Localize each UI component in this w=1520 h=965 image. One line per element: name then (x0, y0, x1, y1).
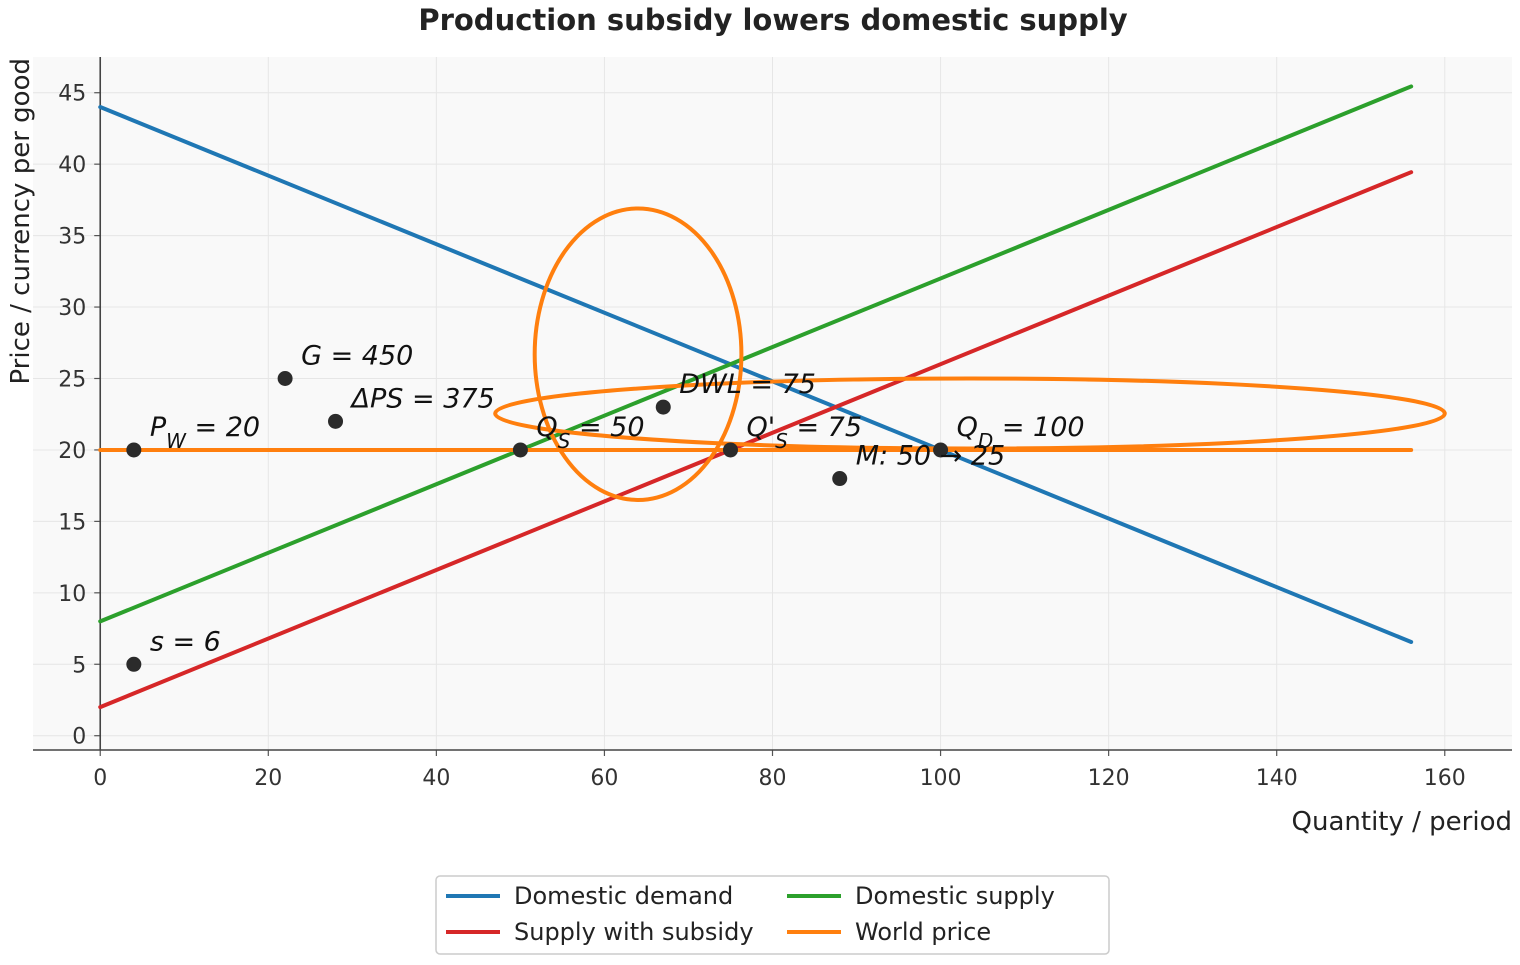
legend-label-supply-with-subsidy: Supply with subsidy (514, 918, 754, 946)
x-tick-label: 140 (1256, 766, 1298, 791)
y-tick-label: 30 (58, 296, 86, 321)
data-point (126, 656, 142, 672)
legend-label-domestic-demand: Domestic demand (514, 882, 733, 910)
series-line-supply-with-subsidy (98, 170, 1414, 710)
x-tick-label: 60 (590, 766, 618, 791)
x-tick-label: 100 (920, 766, 962, 791)
point-annotation: DWL = 75 (679, 369, 816, 400)
y-tick-label: 40 (58, 153, 86, 178)
chart-title: Production subsidy lowers domestic suppl… (418, 3, 1127, 37)
data-point (832, 471, 848, 487)
point-annotation: QD = 100 (957, 412, 1085, 453)
x-tick-label: 160 (1424, 766, 1466, 791)
x-tick-label: 20 (254, 766, 282, 791)
x-tick-label: 40 (422, 766, 450, 791)
data-point (512, 442, 528, 458)
y-tick-label: 10 (58, 582, 86, 607)
point-annotation: M: 50 → 25 (856, 441, 1005, 472)
highlight-ellipse-1 (532, 206, 744, 502)
point-annotation: ΔPS = 375 (350, 383, 495, 414)
y-tick-label: 35 (58, 225, 86, 250)
point-annotation: G = 450 (301, 340, 413, 371)
series-line-domestic-demand (98, 105, 1414, 644)
legend-box (435, 875, 1110, 955)
point-annotation: s = 6 (150, 626, 221, 657)
x-tick-label: 0 (93, 766, 107, 791)
y-tick-label: 0 (72, 725, 86, 750)
data-point (933, 442, 949, 458)
x-tick-label: 80 (759, 766, 787, 791)
point-annotation: Q'S = 75 (746, 412, 862, 453)
plot-area: 0 20 40 60 80 100 120 140 160 0 5 10 15 20 25 30 35 40 45 P… (33, 57, 1512, 791)
x-tick-label: 120 (1088, 766, 1130, 791)
data-point (328, 413, 344, 429)
legend: Domestic demand Supply with subsidy Domest… (435, 875, 1110, 955)
y-axis-title: Price / currency per good (6, 58, 36, 385)
data-point (277, 370, 293, 386)
point-annotation: QS = 50 (536, 412, 644, 453)
point-annotation: PW = 20 (150, 412, 260, 453)
y-tick-label: 20 (58, 439, 86, 464)
y-tick-label: 45 (58, 82, 86, 107)
data-point (126, 442, 142, 458)
y-tick-label: 5 (72, 653, 86, 678)
x-axis-title: Quantity / period (1292, 807, 1512, 837)
data-point (722, 442, 738, 458)
legend-label-world-price: World price (855, 918, 991, 946)
legend-label-domestic-supply: Domestic supply (855, 882, 1055, 910)
data-point (655, 399, 671, 415)
series-line-domestic-supply (98, 84, 1414, 624)
y-tick-label: 15 (58, 510, 86, 535)
highlight-ellipse-2 (493, 376, 1447, 451)
y-tick-label: 25 (58, 367, 86, 392)
